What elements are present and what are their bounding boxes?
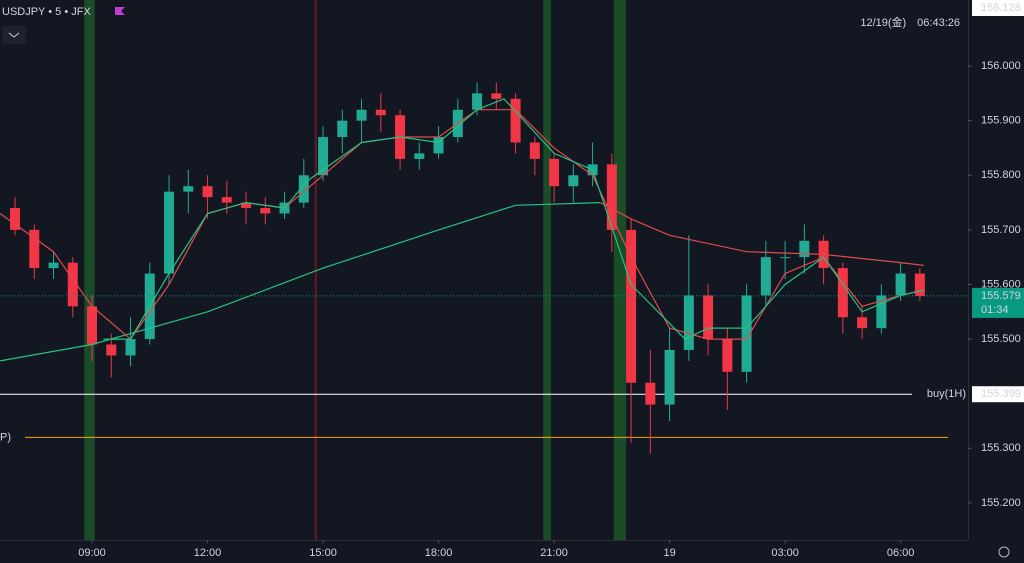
candle-body bbox=[606, 164, 617, 230]
y-tick-label: 156.000 bbox=[981, 60, 1021, 72]
candle-body bbox=[433, 137, 444, 154]
candle-body bbox=[298, 175, 309, 203]
line-label: buy(1H) bbox=[927, 388, 966, 400]
y-tick-label: 155.800 bbox=[981, 169, 1021, 181]
symbol: USDJPY • 5 • JFX bbox=[2, 6, 91, 18]
candle-body bbox=[87, 306, 98, 345]
top-price-label: 156.128 bbox=[981, 2, 1021, 14]
candle-body bbox=[221, 197, 232, 203]
moving-average bbox=[103, 98, 924, 340]
candle-body bbox=[260, 208, 271, 214]
x-tick-label: 15:00 bbox=[309, 547, 337, 559]
y-tick-label: 155.700 bbox=[981, 224, 1021, 236]
candle-body bbox=[549, 158, 560, 187]
moving-average bbox=[600, 202, 924, 266]
candle-body bbox=[780, 257, 791, 259]
price-label: 155.399 bbox=[981, 388, 1021, 400]
collapse-button[interactable] bbox=[2, 26, 26, 44]
top-price-box bbox=[972, 0, 1024, 16]
candle-body bbox=[67, 262, 78, 307]
candle-body bbox=[472, 93, 483, 110]
candle-body bbox=[837, 268, 848, 318]
candle-body bbox=[895, 273, 906, 296]
last-price-box bbox=[972, 287, 1024, 318]
y-tick-label: 155.300 bbox=[981, 442, 1021, 454]
candle-body bbox=[914, 273, 925, 296]
candle-body bbox=[876, 295, 887, 329]
candle-body bbox=[703, 295, 714, 340]
session-band bbox=[84, 0, 95, 540]
clock: 12/19(金) 06:43:26 bbox=[860, 15, 960, 29]
candle-body bbox=[414, 153, 425, 159]
candle-body bbox=[857, 317, 868, 329]
x-tick-label: 03:00 bbox=[771, 547, 799, 559]
settings-icon[interactable] bbox=[998, 546, 1010, 558]
flag-icon bbox=[115, 7, 125, 15]
line-label: P) bbox=[0, 431, 11, 443]
session-band bbox=[543, 0, 551, 540]
candle-body bbox=[29, 229, 40, 269]
y-tick-label: 155.900 bbox=[981, 115, 1021, 127]
candle-body bbox=[241, 202, 252, 209]
countdown: 01:34 bbox=[981, 304, 1009, 316]
candle-body bbox=[626, 229, 637, 383]
x-tick-label: 21:00 bbox=[540, 547, 568, 559]
candle-body bbox=[106, 344, 117, 356]
candle-body bbox=[318, 137, 329, 176]
candle-body bbox=[202, 186, 213, 198]
candle-body bbox=[125, 339, 136, 356]
x-tick-label: 06:00 bbox=[887, 547, 915, 559]
candle-body bbox=[356, 109, 367, 121]
candle-body bbox=[529, 142, 540, 159]
x-tick-label: 09:00 bbox=[78, 547, 106, 559]
y-tick-label: 155.500 bbox=[981, 333, 1021, 345]
candle-body bbox=[48, 262, 59, 269]
candle-body bbox=[510, 98, 521, 143]
candle-body bbox=[337, 120, 348, 138]
x-tick-label: 19 bbox=[663, 547, 675, 559]
x-tick-label: 18:00 bbox=[425, 547, 453, 559]
session-band bbox=[613, 0, 627, 540]
price-label-box bbox=[972, 386, 1024, 403]
session-band bbox=[314, 0, 317, 540]
x-tick-label: 12:00 bbox=[194, 547, 222, 559]
candle-body bbox=[741, 295, 752, 372]
candle-body bbox=[183, 186, 194, 192]
candle-body bbox=[568, 175, 579, 187]
candle-body bbox=[664, 349, 675, 405]
candle-body bbox=[645, 382, 656, 405]
moving-average bbox=[0, 202, 601, 362]
last-price-label: 155.579 bbox=[981, 290, 1021, 302]
y-tick-label: 155.600 bbox=[981, 278, 1021, 290]
candle-body bbox=[683, 295, 694, 350]
y-tick-label: 155.200 bbox=[981, 497, 1021, 509]
candle-body bbox=[799, 240, 810, 258]
chevron-icon bbox=[8, 32, 20, 38]
candle-body bbox=[164, 191, 175, 274]
candle-body bbox=[375, 109, 386, 116]
candle-body bbox=[10, 208, 21, 230]
candle-body bbox=[491, 93, 502, 99]
candle-body bbox=[722, 339, 733, 372]
candle-body bbox=[760, 257, 771, 296]
